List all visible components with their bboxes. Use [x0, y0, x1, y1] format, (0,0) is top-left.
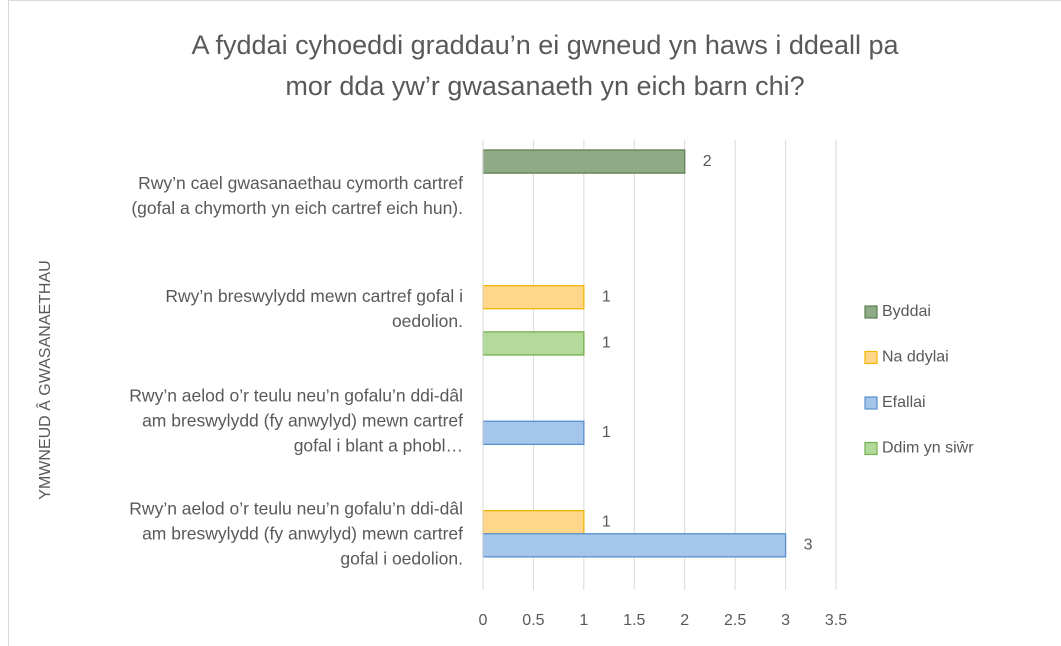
x-tick-label: 1.5	[623, 612, 645, 629]
legend-swatch	[864, 441, 878, 456]
legend-swatch	[864, 396, 878, 410]
data-label: 1	[602, 335, 611, 352]
x-tick-label: 3	[781, 612, 790, 629]
chart-border	[8, 0, 1061, 646]
legend-label: Na ddylai	[882, 349, 949, 366]
data-label: 3	[804, 537, 813, 554]
x-tick-label: 1	[579, 612, 588, 629]
bar	[482, 331, 585, 356]
bar	[482, 509, 585, 535]
legend-swatch	[864, 305, 878, 319]
category-label: Rwy’n breswylydd mewn cartref gofal i oe…	[165, 285, 463, 331]
chart-title: A fyddai cyhoeddi graddau’n ei gwneud yn…	[192, 30, 900, 60]
bar	[482, 284, 585, 310]
legend-label: Efallai	[882, 394, 926, 411]
bar	[482, 533, 787, 558]
legend-label: Ddim yn siŵr	[882, 440, 974, 457]
data-label: 2	[703, 153, 712, 170]
x-tick-label: 0	[479, 612, 488, 629]
data-label: 1	[602, 513, 611, 530]
x-tick-label: 3.5	[825, 612, 847, 629]
data-label: 1	[602, 288, 611, 305]
legend-label: Byddai	[882, 303, 931, 320]
category-label: Rwy’n cael gwasanaethau cymorth cartref …	[131, 173, 463, 219]
bar	[482, 420, 585, 446]
y-axis-title: YMWNEUD Â GWASANAETHAU	[35, 260, 54, 499]
x-tick-label: 2	[680, 612, 689, 629]
legend-swatch	[864, 350, 878, 365]
bar	[482, 149, 686, 174]
category-label: Rwy’n aelod o’r teulu neu’n gofalu’n ddi…	[129, 498, 463, 569]
chart-title: mor dda yw’r gwasanaeth yn eich barn chi…	[285, 71, 804, 101]
x-tick-label: 0.5	[522, 612, 544, 629]
data-label: 1	[602, 424, 611, 441]
x-tick-label: 2.5	[724, 612, 746, 629]
category-label: Rwy’n aelod o’r teulu neu’n gofalu’n ddi…	[129, 385, 463, 456]
